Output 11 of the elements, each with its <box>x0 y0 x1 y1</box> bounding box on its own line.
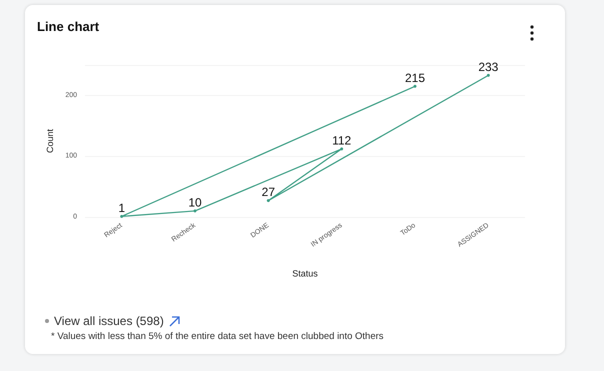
text: * Values with less than 5% of the entire data set have been clubbed into Others <box>51 331 384 342</box>
y-axis-title: Count <box>44 128 55 154</box>
data-label: 27 <box>262 185 276 200</box>
x-axis-title: Status <box>292 268 318 278</box>
data-label: 215 <box>404 70 426 85</box>
chart-title: Line chart <box>37 19 100 34</box>
data-label: 233 <box>478 60 499 74</box>
data-label: 10 <box>188 195 202 210</box>
data-label: 1 <box>118 200 126 215</box>
data-label: 112 <box>332 133 352 148</box>
text: View all issues (598) <box>54 314 164 328</box>
